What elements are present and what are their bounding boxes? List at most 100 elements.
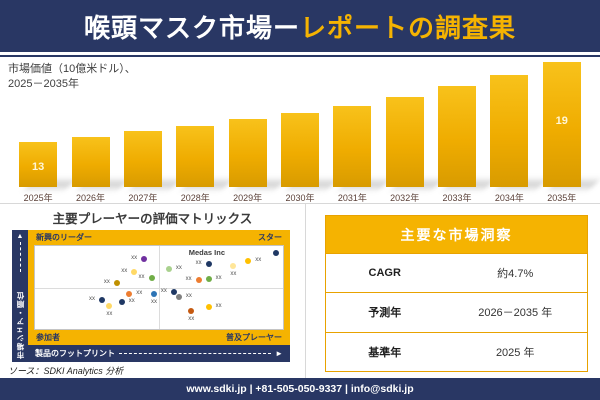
scatter-point (141, 256, 148, 263)
bar-column: 2033年 (431, 60, 483, 203)
company-label: Medas Inc (188, 248, 226, 258)
scatter-point-label: xx (215, 275, 222, 282)
bar-column: 2032年 (379, 60, 431, 203)
bar-column: 2028年 (169, 60, 221, 203)
scatter-point (170, 289, 177, 296)
scatter-point (106, 302, 113, 309)
scatter-point (131, 268, 138, 275)
quadrant-grid-horizontal (35, 288, 283, 290)
x-axis-tick: 2032年 (390, 193, 420, 203)
scatter-point-label: xx (215, 303, 222, 310)
scatter-point-label: xx (160, 288, 167, 295)
scatter-point-label: xx (185, 292, 192, 299)
dashed-line-horizontal (119, 353, 272, 354)
matrix-plot: Medas Inc xx xx xx xx xx xx xx xx xx xx xx xx xx xx xx… (34, 245, 284, 330)
bar-2029年 (228, 119, 267, 187)
bar-2031年 (333, 106, 372, 187)
scatter-point (195, 277, 202, 284)
quadrant-label-stars: スター (258, 233, 282, 242)
scatter-point-label: xx (128, 297, 135, 304)
insight-label: 予測年 (368, 307, 402, 320)
scatter-point (148, 275, 155, 282)
y-axis-label: 市場シェア・順位 (15, 291, 25, 359)
quadrant-grid-vertical (159, 246, 160, 329)
scatter-point (151, 291, 158, 298)
scatter-point (245, 257, 252, 264)
scatter-point-label: xx (136, 290, 143, 297)
scatter-point-label: xx (138, 274, 145, 281)
x-axis-label: 製品のフットプリント (35, 349, 115, 358)
market-insights-table: 主要な市場洞察 CAGR 約4.7% 予測年 2026－2035 年基準年 2025 年 (325, 215, 588, 372)
bar-value-label: 13 (32, 160, 45, 173)
scatter-point-label: xx (121, 267, 128, 274)
scatter-point (188, 307, 195, 314)
x-axis-tick: 2033年 (442, 193, 472, 203)
insight-row: CAGR 約4.7% (326, 253, 587, 292)
quadrant-band-top: 新興のリーダー スター (34, 230, 284, 245)
bar-chart: 13 2025年 2026年 2027年 2028年 2029年 2030年 2031年 203… (12, 60, 588, 203)
bar-column: 2030年 (274, 60, 326, 203)
scatter-point (165, 266, 172, 273)
x-axis-tick: 2031年 (337, 193, 367, 203)
bar-column: 2031年 (326, 60, 378, 203)
scatter-point-label: xx (230, 270, 237, 277)
chart-subtitle: 市場価値（10億米ドル）、 2025－2035年 (8, 62, 136, 93)
page-title: 喉頭マスク市場ーレポートの調査果 (84, 8, 516, 45)
scatter-point (175, 293, 182, 300)
quadrant-band-bottom: 参加者 普及プレーヤー (34, 330, 284, 345)
bar-2032年 (385, 97, 424, 187)
insight-row: 基準年 2025 年 (326, 331, 587, 371)
scatter-point-label: xx (151, 299, 158, 306)
quadrant-label-participants: 参加者 (36, 333, 60, 342)
scatter-point (205, 304, 212, 311)
header-divider (0, 55, 600, 57)
insight-value: 2025 年 (495, 346, 535, 359)
bar-2035年: 19 (542, 62, 581, 187)
insight-row: 予測年 2026－2035 年 (326, 292, 587, 331)
source-note: ソース：SDKI Analytics 分析 (8, 366, 124, 376)
scatter-point-label: xx (185, 276, 192, 283)
scatter-point (272, 249, 279, 256)
scatter-point (205, 276, 212, 283)
chart-subtitle-line2: 2025－2035年 (8, 78, 79, 91)
insight-label: CAGR (368, 267, 401, 280)
bar-column: 2026年 (64, 60, 116, 203)
scatter-point (113, 279, 120, 286)
section-divider-vertical (305, 204, 306, 378)
x-axis-tick: 2034年 (494, 193, 524, 203)
bar-2026年 (71, 137, 110, 187)
bar-column: 2027年 (117, 60, 169, 203)
bar-column: 2029年 (221, 60, 273, 203)
scatter-point (126, 291, 133, 298)
x-axis-tick: 2028年 (180, 193, 210, 203)
insight-label: 基準年 (368, 346, 402, 359)
matrix-y-axis: ▲ 市場シェア・順位 (12, 230, 28, 362)
scatter-point (118, 298, 125, 305)
bar-2033年 (438, 86, 477, 187)
insight-value: 約4.7% (497, 268, 534, 281)
matrix-body: 新興のリーダー スター Medas Inc xx xx xx xx xx xx xx xx xx… (28, 230, 290, 345)
x-axis-tick: 2029年 (233, 193, 263, 203)
scatter-point-label: xx (131, 255, 138, 262)
page-title-gold: レポートの調査果 (300, 12, 517, 43)
footer-bar: www.sdki.jp | +81-505-050-9337 | info@sd… (0, 378, 600, 400)
scatter-point-label: xx (175, 265, 182, 272)
bar-2025年: 13 (19, 142, 58, 187)
insights-rows: CAGR 約4.7% 予測年 2026－2035 年基準年 2025 年 (326, 253, 587, 371)
scatter-point (98, 296, 105, 303)
bar-2034年 (490, 75, 529, 187)
quadrant-label-pervasive-players: 普及プレーヤー (226, 333, 282, 342)
footer-contact: www.sdki.jp | +81-505-050-9337 | info@sd… (186, 383, 414, 395)
bar-2030年 (280, 113, 319, 187)
section-divider-horizontal (0, 203, 600, 204)
x-axis-tick: 2025年 (23, 193, 53, 203)
x-axis-tick: 2035年 (547, 193, 577, 203)
page-title-white: 喉頭マスク市場ー (83, 12, 300, 43)
scatter-point-label: xx (188, 315, 195, 322)
matrix-x-axis: 製品のフットプリント ► (28, 345, 290, 362)
scatter-point-label: xx (88, 295, 95, 302)
bar-2027年 (123, 131, 162, 187)
scatter-point (230, 262, 237, 269)
scatter-point-label: xx (103, 278, 110, 285)
